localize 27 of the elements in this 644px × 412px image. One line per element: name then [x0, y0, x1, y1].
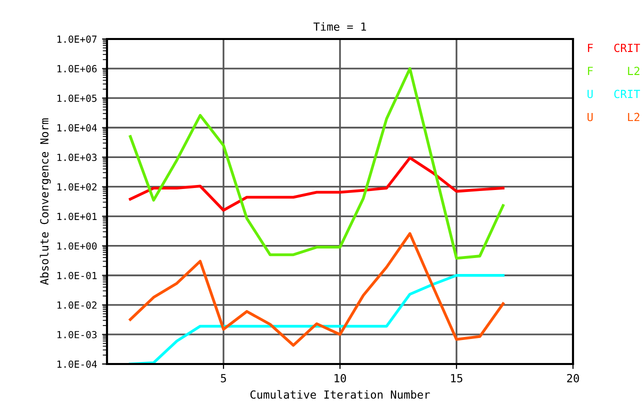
chart-title: Time = 1	[314, 22, 366, 31]
y-tick-label: 1.0E-01	[57, 272, 97, 280]
x-tick-label: 20	[567, 374, 579, 382]
y-tick-label: 1.0E+02	[57, 183, 96, 191]
line-series	[128, 232, 504, 347]
y-tick-label: 1.0E+07	[57, 36, 97, 43]
y-tick-label: 1.0E-03	[57, 330, 97, 338]
line-series	[128, 156, 504, 212]
y-tick-label: 1.0E-02	[57, 301, 96, 309]
x-axis-title: Cumulative Iteration Number	[250, 390, 430, 399]
text: U CRIT	[588, 90, 640, 98]
text: F CRIT	[588, 44, 640, 52]
line-series	[128, 67, 504, 260]
x-tick-label: 5	[220, 374, 226, 382]
x-tick-label: 10	[334, 374, 346, 382]
text: U L2	[588, 112, 640, 122]
y-tick-label: 1.0E+06	[57, 65, 97, 72]
y-tick-label: 1.0E-04	[57, 360, 97, 368]
y-tick-label: 1.0E+03	[57, 154, 97, 162]
line-series	[128, 274, 504, 364]
text: F L2	[588, 66, 640, 75]
x-tick-label: 15	[451, 374, 462, 382]
y-tick-label: 1.0E+01	[57, 212, 97, 220]
y-tick-label: 1.0E+00	[57, 242, 97, 250]
y-tick-label: 1.0E+04	[57, 124, 97, 132]
y-axis-title: Absolute Convergence Norm	[40, 118, 51, 285]
y-tick-label: 1.0E+05	[57, 94, 96, 102]
